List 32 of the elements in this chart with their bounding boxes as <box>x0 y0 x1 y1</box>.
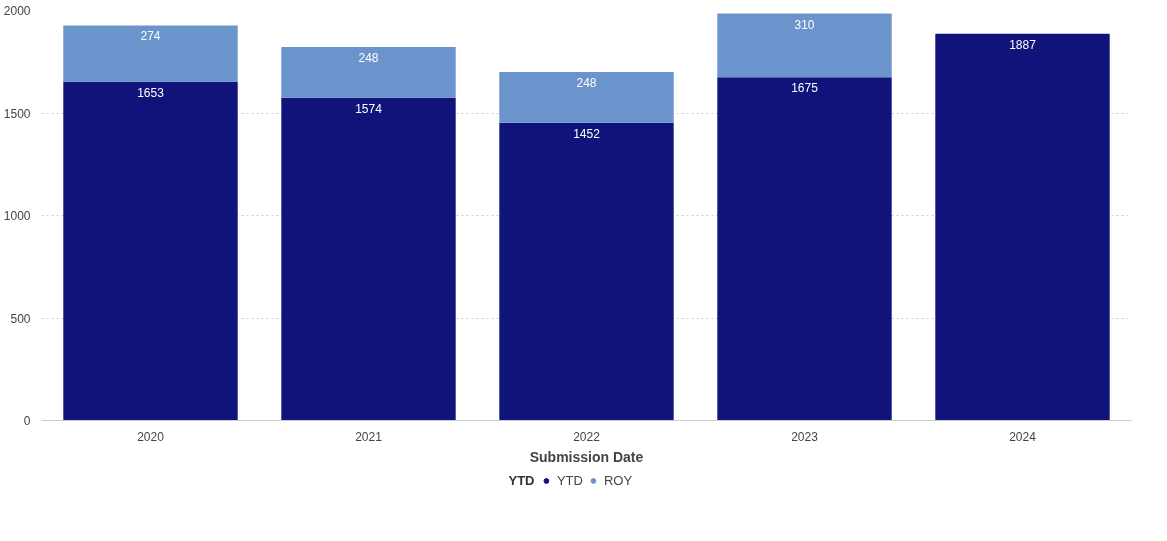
legend-title: YTD <box>508 473 535 488</box>
y-tick-label: 500 <box>10 311 31 326</box>
bar <box>717 13 892 78</box>
x-axis-title: Submission Date <box>529 448 644 465</box>
data-label: 1574 <box>355 101 383 116</box>
legend-label: ROY <box>603 472 633 488</box>
y-tick-label: 2000 <box>3 4 31 18</box>
bar <box>281 97 456 421</box>
data-label: 1887 <box>1009 37 1037 52</box>
bar <box>281 46 456 98</box>
y-tick-label: 1500 <box>3 106 31 121</box>
bar <box>499 122 674 421</box>
data-label: 1452 <box>573 126 601 141</box>
y-tick-label: 0 <box>23 414 31 428</box>
data-label: 248 <box>576 76 597 90</box>
x-tick-label: 2023 <box>791 429 819 444</box>
bar <box>63 25 238 82</box>
bar <box>63 81 238 421</box>
x-tick-label: 2021 <box>355 429 383 444</box>
bar <box>935 33 1110 421</box>
data-label: 1653 <box>137 85 165 100</box>
y-tick-label: 1000 <box>3 209 31 223</box>
bar <box>717 77 892 421</box>
data-label: 1675 <box>791 81 819 96</box>
data-label: 274 <box>140 29 161 44</box>
x-tick-label: 2024 <box>1009 429 1037 444</box>
x-tick-label: 2022 <box>573 429 601 444</box>
x-tick-label: 2020 <box>137 429 165 444</box>
legend-label: YTD <box>556 472 583 488</box>
data-label: 310 <box>794 17 815 32</box>
data-label: 248 <box>358 50 379 65</box>
bar <box>499 72 674 123</box>
